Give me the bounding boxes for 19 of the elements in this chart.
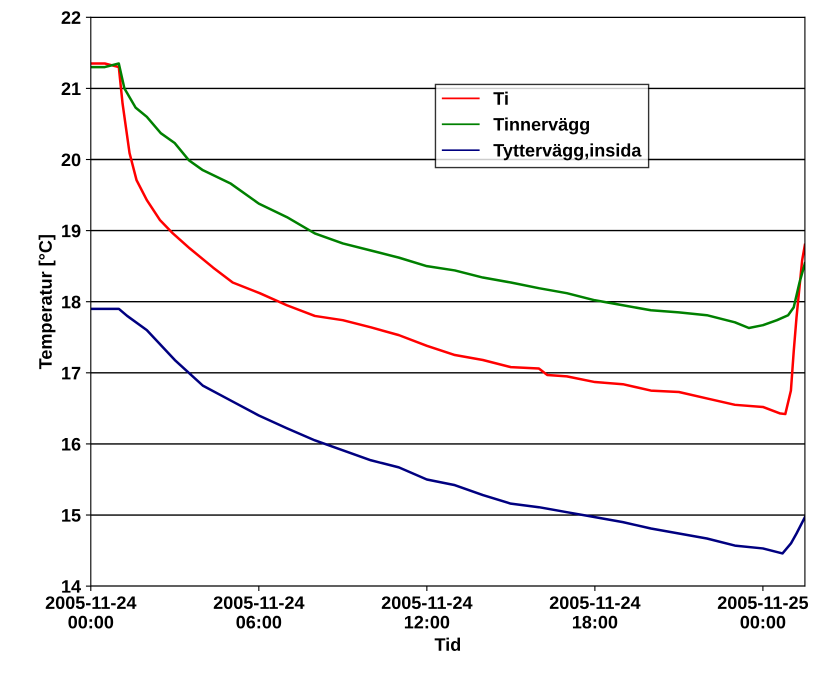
y-tick-label: 21 xyxy=(62,82,81,95)
x-tick-label: 2005-11-24 12:00 xyxy=(382,596,472,629)
y-tick-label: 16 xyxy=(62,438,80,451)
legend-label: Ti xyxy=(493,92,508,105)
x-tick-label: 2005-11-24 18:00 xyxy=(550,596,640,629)
y-tick-label: 19 xyxy=(62,224,80,238)
legend-label: Tyttervägg,insida xyxy=(493,143,642,160)
x-tick-label: 2005-11-24 06:00 xyxy=(214,596,304,629)
y-tick-label: 15 xyxy=(62,509,81,522)
y-tick-label: 20 xyxy=(62,153,80,166)
x-axis-title: Tid xyxy=(434,638,460,651)
x-tick-label: 2005-11-24 00:00 xyxy=(46,596,136,629)
legend-label: Tinnervägg xyxy=(493,117,590,134)
y-tick-label: 18 xyxy=(62,296,81,308)
y-axis-title: Temperatur [°C] xyxy=(38,235,56,370)
y-tick-label: 22 xyxy=(62,11,80,24)
y-tick-label: 17 xyxy=(62,366,80,380)
y-tick-label: 14 xyxy=(62,580,81,593)
x-tick-label: 2005-11-25 00:00 xyxy=(718,596,808,629)
